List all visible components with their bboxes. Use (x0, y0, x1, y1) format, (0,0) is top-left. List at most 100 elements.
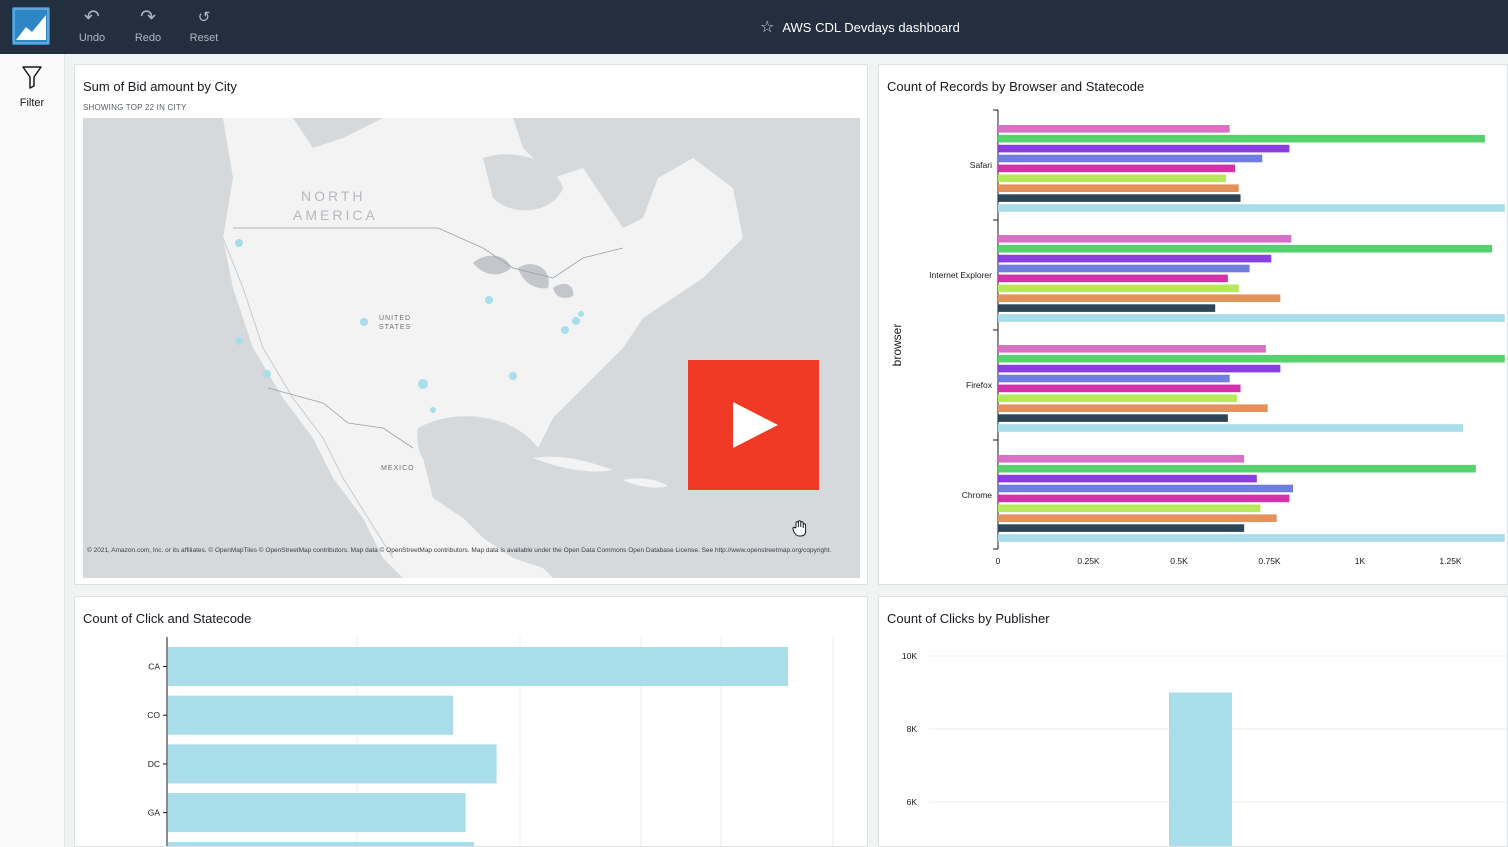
bar (998, 534, 1505, 542)
reset-label: Reset (189, 32, 219, 44)
city-marker (485, 296, 493, 304)
bar (998, 244, 1493, 253)
category-label: Firefox (966, 380, 993, 390)
city-marker (235, 337, 243, 345)
city-marker (561, 326, 569, 334)
bar (998, 474, 1257, 483)
bar (998, 364, 1281, 373)
publisher-chart-title: Count of Clicks by Publisher (887, 611, 1050, 626)
bar (998, 504, 1261, 513)
bar (998, 184, 1239, 192)
map-panel-subtitle: SHOWING TOP 22 IN CITY (83, 103, 187, 112)
hudson-bay (483, 154, 563, 211)
click-chart-panel: Count of Click and Statecode CA CO DC GA (74, 596, 868, 847)
map-canvas: NORTH AMERICA UNITED STATES MEXICO (83, 118, 860, 578)
publisher-bar-chart: 10K 8K 6K (902, 651, 1507, 846)
map-view[interactable]: NORTH AMERICA UNITED STATES MEXICO © 202… (83, 118, 860, 578)
city-marker (572, 317, 580, 325)
map-label-north: NORTH (301, 188, 366, 204)
x-tick-label: 0.25K (1077, 556, 1100, 566)
bar (998, 304, 1216, 312)
bar (998, 464, 1476, 473)
pacific-coast (83, 118, 403, 578)
great-lakes (473, 255, 574, 298)
category-label: DC (148, 759, 160, 769)
bar (998, 484, 1294, 493)
bar (998, 494, 1290, 503)
category-label: Safari (970, 160, 992, 170)
map-panel-title: Sum of Bid amount by City (83, 79, 237, 94)
city-marker (263, 370, 271, 378)
bar (998, 144, 1290, 153)
filter-icon (22, 66, 42, 89)
map-attribution: © 2021, Amazon.com, Inc. or its affiliat… (87, 547, 832, 554)
y-tick-label: 8K (907, 724, 918, 734)
map-label-america: AMERICA (293, 207, 378, 223)
click-bar-chart: CA CO DC GA (147, 637, 834, 846)
bar (998, 235, 1292, 243)
reset-icon: ↺ (197, 8, 211, 26)
city-markers (235, 239, 584, 413)
city-marker (430, 407, 436, 413)
x-tick-label: 1K (1355, 556, 1366, 566)
y-tick-label: 6K (907, 797, 918, 807)
bar (1169, 692, 1232, 846)
bar (998, 354, 1505, 363)
city-marker (360, 318, 368, 326)
bar (168, 647, 788, 686)
category-label: Chrome (962, 490, 993, 500)
play-icon (733, 402, 778, 448)
hand-cursor-icon (792, 520, 807, 537)
filter-button[interactable]: Filter (8, 64, 56, 112)
redo-button[interactable]: ↷ Redo (126, 6, 170, 48)
bar (998, 194, 1241, 202)
redo-icon: ↷ (140, 6, 156, 28)
bar (998, 125, 1230, 133)
undo-button[interactable]: ↶ Undo (70, 6, 114, 48)
bar (998, 154, 1263, 163)
undo-label: Undo (78, 32, 106, 44)
bar (998, 264, 1250, 273)
reset-button[interactable]: ↺ Reset (182, 6, 226, 48)
bar (998, 524, 1245, 532)
bar (998, 345, 1266, 353)
dashboard-title: ☆ AWS CDL Devdays dashboard (760, 17, 960, 36)
y-tick-label: 10K (902, 651, 917, 661)
bar (998, 394, 1237, 403)
x-tick-label: 0 (996, 556, 1001, 566)
category-label: Internet Explorer (929, 270, 992, 280)
bar (998, 455, 1245, 463)
filter-label: Filter (19, 97, 45, 109)
map-label-united: UNITED (379, 315, 411, 322)
bar (168, 842, 474, 846)
bar (998, 294, 1281, 302)
bar (998, 174, 1227, 183)
bar (998, 384, 1241, 393)
video-play-button[interactable] (688, 360, 819, 490)
map-panel: Sum of Bid amount by City SHOWING TOP 22… (74, 64, 868, 585)
browser-bar-chart: browser Safari Internet Explorer Firefox Chr… (890, 109, 1505, 566)
gulf-of-mexico (417, 416, 539, 491)
quicksight-logo-icon[interactable] (12, 7, 50, 45)
redo-label: Redo (134, 32, 162, 44)
undo-icon: ↶ (84, 6, 100, 28)
sidebar: Filter (0, 54, 65, 847)
publisher-chart-panel: Count of Clicks by Publisher 10K 8K 6K (878, 596, 1508, 847)
star-icon[interactable]: ☆ (760, 17, 775, 36)
click-chart-title: Count of Click and Statecode (83, 611, 252, 626)
bar (998, 414, 1228, 422)
bar (998, 514, 1277, 522)
bar (998, 254, 1272, 263)
browser-chart-panel: Count of Records by Browser and Statecod… (878, 64, 1508, 585)
city-marker (235, 239, 243, 247)
bar (998, 404, 1268, 412)
x-tick-label: 0.5K (1170, 556, 1188, 566)
browser-chart-title: Count of Records by Browser and Statecod… (887, 79, 1145, 94)
bar (998, 274, 1228, 283)
bar (168, 744, 497, 784)
bar (168, 793, 466, 833)
x-tick-label: 1.25K (1439, 556, 1462, 566)
category-label: CA (148, 662, 160, 672)
dashboard-title-text: AWS CDL Devdays dashboard (782, 20, 960, 35)
x-tick-label: 0.75K (1258, 556, 1281, 566)
